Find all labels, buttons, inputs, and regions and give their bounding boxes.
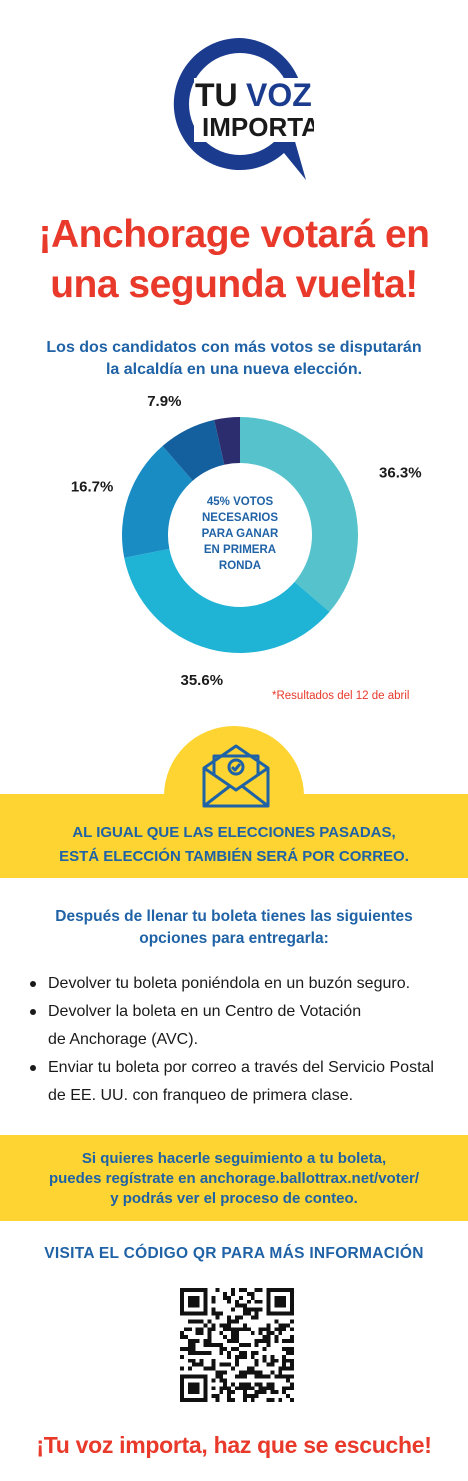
options-intro-line-1: Después de llenar tu boleta tienes las s… [55, 908, 413, 925]
slice-percent-label: 36.3% [379, 464, 422, 481]
donut-center-text-line: NECESARIOS [202, 512, 278, 524]
tracking-line-3: y podrás ver el proceso de conteo. [110, 1190, 358, 1207]
logo-text-voz: VOZ [246, 77, 312, 113]
options-intro-line-2: opciones para entregarla: [139, 930, 329, 947]
donut-slice [162, 419, 225, 481]
slice-percent-label: 7.9% [147, 395, 181, 410]
tracking-line-2[interactable]: puedes regístrate en anchorage.ballottra… [48, 1170, 420, 1187]
results-donut-chart: 36.3%35.6%16.7%7.9%3.5% 45% VOTOSNECESAR… [71, 395, 422, 689]
list-item-line: Enviar tu boleta por correo a través del… [48, 1059, 434, 1076]
qr-code[interactable] [180, 1288, 294, 1402]
list-item: Enviar tu boleta por correo a través del… [30, 1054, 455, 1110]
list-item-line: Devolver la boleta en un Centro de Votac… [48, 1003, 362, 1020]
headline-line-2: una segunda vuelta! [50, 263, 418, 306]
list-item-line: de Anchorage (AVC). [48, 1031, 199, 1048]
list-item: Devolver la boleta en un Centro de Votac… [30, 998, 455, 1054]
subheading-line-2: la alcaldía en una nueva elección. [105, 361, 363, 378]
donut-center-text-line: 45% VOTOS [207, 496, 274, 508]
subheading: Los dos candidatos con más votos se disp… [0, 337, 468, 381]
slice-percent-label: 16.7% [71, 478, 114, 495]
tracking-banner-text: Si quieres hacerle seguimiento a tu bole… [0, 1149, 468, 1209]
list-item-line: de EE. UU. con franqueo de primera clase… [48, 1087, 354, 1104]
donut-center-text-line: EN PRIMERA [204, 544, 276, 556]
envelope-icon [202, 744, 270, 808]
qr-title: VISITA EL CÓDIGO QR PARA MÁS INFORMACIÓN [44, 1245, 424, 1262]
mail-vote-line-1: AL IGUAL QUE LAS ELECCIONES PASADAS, [72, 824, 396, 841]
mail-vote-banner [0, 794, 468, 878]
results-footnote: *Resultados del 12 de abril [272, 690, 410, 702]
donut-center-text-line: PARA GANAR [202, 528, 279, 540]
mail-vote-banner-text: AL IGUAL QUE LAS ELECCIONES PASADAS, EST… [0, 821, 468, 869]
list-item-line: Devolver tu boleta poniéndola en un buzó… [48, 975, 411, 992]
headline: ¡Anchorage votará en una segunda vuelta! [0, 210, 468, 310]
logo-text-importa: IMPORTA [202, 112, 314, 142]
mail-vote-line-2: ESTÁ ELECCIÓN TAMBIÉN SERÁ POR CORREO. [59, 848, 409, 865]
tu-voz-importa-logo: TU VOZ IMPORTA [173, 37, 314, 180]
list-item: Devolver tu boleta poniéndola en un buzó… [30, 970, 455, 998]
donut-slice [122, 445, 193, 558]
donut-slice [124, 548, 330, 653]
tracking-line-1: Si quieres hacerle seguimiento a tu bole… [81, 1150, 387, 1167]
options-intro: Después de llenar tu boleta tienes las s… [0, 906, 468, 950]
slice-percent-label: 35.6% [181, 672, 224, 689]
donut-slice [214, 417, 240, 465]
delivery-options-list: Devolver tu boleta poniéndola en un buzó… [30, 970, 455, 1110]
closing-slogan: ¡Tu voz importa, haz que se escuche! [36, 1432, 432, 1458]
donut-slice [240, 417, 359, 612]
tracking-banner [0, 1135, 468, 1221]
logo-text-tu: TU [195, 77, 238, 113]
subheading-line-1: Los dos candidatos con más votos se disp… [46, 339, 422, 356]
donut-center-text-line: RONDA [219, 560, 261, 572]
headline-line-1: ¡Anchorage votará en [38, 213, 430, 256]
